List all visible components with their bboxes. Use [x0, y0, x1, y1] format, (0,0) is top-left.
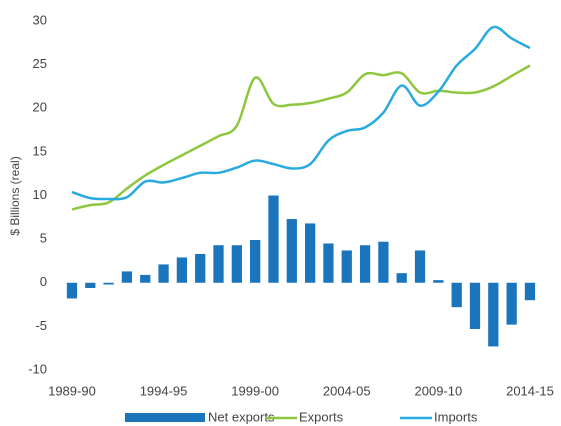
bar — [140, 274, 151, 283]
bar — [323, 243, 334, 283]
bar — [268, 195, 279, 283]
bar — [158, 264, 169, 283]
bar — [359, 245, 371, 283]
legend-label: Exports — [299, 409, 344, 424]
bar — [286, 219, 297, 283]
line — [71, 25, 531, 201]
bar — [469, 282, 481, 329]
bar — [213, 245, 224, 283]
y-tick-label: 30 — [33, 12, 47, 27]
bar — [488, 282, 499, 347]
bar — [195, 253, 206, 283]
bar — [378, 241, 389, 283]
bar — [341, 250, 352, 283]
y-tick-label: 10 — [33, 187, 47, 202]
legend-swatch — [125, 413, 205, 422]
y-tick-label: -10 — [28, 361, 47, 376]
y-tick-label: 0 — [40, 274, 47, 289]
y-tick-label: 20 — [33, 100, 47, 115]
x-tick-label: 1994-95 — [140, 383, 188, 398]
bar — [66, 282, 78, 299]
bar — [231, 245, 242, 283]
bar — [451, 282, 462, 308]
bar — [524, 282, 536, 301]
bar — [506, 282, 517, 325]
x-tick-label: 2004-05 — [323, 383, 371, 398]
bar — [396, 273, 407, 283]
y-tick-label: -5 — [35, 318, 47, 333]
legend-label: Net exports — [208, 409, 275, 424]
y-tick-label: 15 — [33, 143, 47, 158]
x-tick-label: 2014-15 — [506, 383, 554, 398]
x-tick-label: 2009-10 — [415, 383, 463, 398]
bar — [304, 223, 316, 283]
y-tick-label: 25 — [33, 56, 47, 71]
line — [71, 64, 531, 211]
bar — [121, 271, 133, 283]
bar — [250, 239, 261, 283]
bar — [414, 250, 426, 283]
bar — [176, 257, 188, 283]
bar — [433, 280, 444, 283]
bar — [103, 282, 114, 285]
y-tick-label: 5 — [40, 231, 47, 246]
bar — [85, 282, 96, 288]
x-tick-label: 1999-00 — [231, 383, 279, 398]
x-tick-label: 1989-90 — [48, 383, 96, 398]
legend-label: Imports — [434, 409, 478, 424]
y-axis-label: $ Billions (real) — [8, 156, 22, 235]
